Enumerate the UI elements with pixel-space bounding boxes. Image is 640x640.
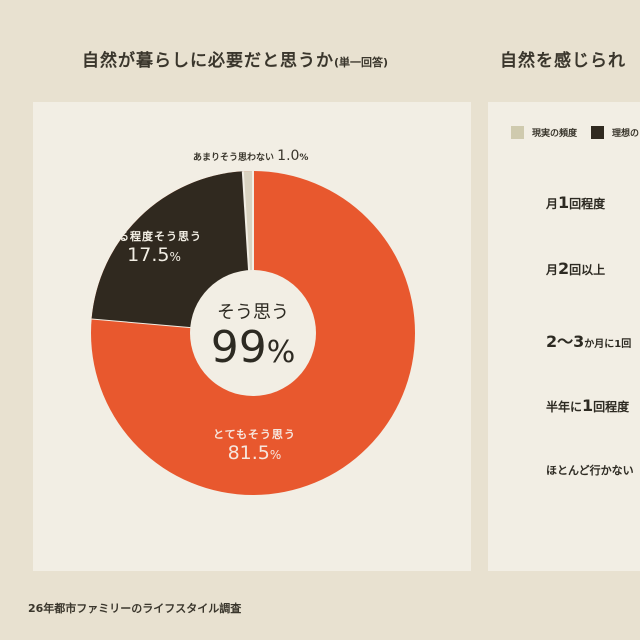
legend-swatch-ideal bbox=[591, 126, 605, 139]
chart-title: 自然が暮らしに必要だと思うか(単一回答) bbox=[82, 46, 388, 71]
legend-swatch-actual bbox=[511, 126, 524, 139]
label-somewhat-agree: ある程度そう思う 17.5% bbox=[106, 230, 202, 266]
center-label: そう思う bbox=[217, 302, 289, 323]
legend-label-ideal: 理想の bbox=[612, 129, 640, 139]
legend-label-actual: 現実の頻度 bbox=[532, 129, 578, 139]
legend: 現実の頻度 理想の bbox=[511, 126, 639, 139]
center-value: 99% bbox=[210, 322, 296, 373]
row-label: ほとんど行かない bbox=[546, 464, 634, 477]
frequency-chart-panel: 現実の頻度 理想の 月1回程度 月2回以上 2〜3か月に1回 半年に1回程度 ほ… bbox=[488, 102, 640, 571]
donut-hole bbox=[190, 270, 316, 396]
row-label: 2〜3か月に1回 bbox=[546, 332, 632, 351]
row-label: 半年に1回程度 bbox=[546, 396, 630, 415]
donut-chart bbox=[91, 170, 415, 495]
label-very-agree: とてもそう思う 81.5% bbox=[213, 428, 296, 464]
footer-source: 26年都市ファミリーのライフスタイル調査 bbox=[28, 602, 242, 615]
second-chart-title: 自然を感じられ bbox=[500, 51, 626, 71]
label-disagree: あまりそう思わない 1.0% bbox=[193, 148, 309, 164]
row-label: 月2回以上 bbox=[546, 259, 606, 278]
chart-title-main: 自然が暮らしに必要だと思うか bbox=[82, 51, 334, 71]
donut-chart-panel: あまりそう思わない 1.0% ある程度そう思う 17.5% とてもそう思う 81.5… bbox=[33, 102, 471, 571]
chart-title-sub: (単一回答) bbox=[334, 56, 389, 69]
row-label: 月1回程度 bbox=[546, 193, 606, 212]
